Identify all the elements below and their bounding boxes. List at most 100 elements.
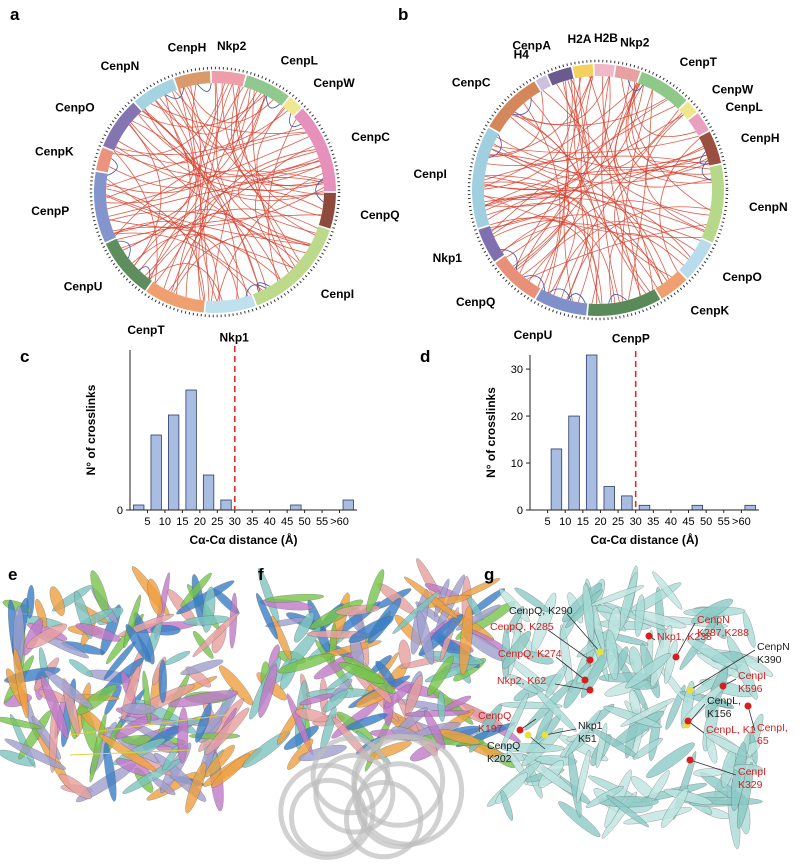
helix xyxy=(691,598,733,625)
bar xyxy=(585,354,598,511)
segment-label: Nkp2 xyxy=(620,36,650,50)
residue-label: CenpQ xyxy=(478,710,511,722)
crosslink xyxy=(491,105,676,232)
segment-arc xyxy=(293,108,336,192)
crosslink xyxy=(231,85,324,187)
crosslink xyxy=(488,91,544,158)
segment-label: Nkp1 xyxy=(433,251,463,265)
helix xyxy=(277,653,334,674)
residue-label: CenpL, K1 xyxy=(706,724,756,736)
segment-arc xyxy=(205,294,256,313)
dna-ring xyxy=(310,735,391,816)
self-link xyxy=(265,95,280,109)
crosslink xyxy=(114,232,252,296)
panel-label: g xyxy=(484,565,494,584)
helix xyxy=(558,801,601,838)
crosslink xyxy=(122,87,201,251)
helix xyxy=(514,587,550,613)
residue-label: CenpQ, K285 xyxy=(490,621,554,633)
residue-dot xyxy=(581,676,589,684)
crosslink xyxy=(130,122,324,191)
x-tick-label: 50 xyxy=(700,516,712,528)
bar xyxy=(150,434,162,511)
helix xyxy=(404,709,471,717)
crosslink xyxy=(493,143,708,184)
x-axis-title: Cα-Cα distance (Å) xyxy=(590,532,698,547)
x-tick-label: 5 xyxy=(144,516,150,528)
helix xyxy=(113,738,166,765)
residue-label: CenpI xyxy=(738,670,766,682)
helix xyxy=(646,742,695,779)
crosslink xyxy=(221,83,316,236)
panel-label: e xyxy=(8,565,17,584)
x-tick-label: 55 xyxy=(316,516,328,528)
helix xyxy=(49,586,65,616)
segment-arc xyxy=(698,131,722,166)
crosslink xyxy=(176,177,324,295)
crosslink xyxy=(216,84,311,245)
helix xyxy=(585,785,624,808)
residue-label: Nkp2, K62 xyxy=(497,675,546,687)
segment-arc xyxy=(679,101,697,120)
self-link xyxy=(289,113,301,128)
crosslink xyxy=(236,85,324,196)
self-link xyxy=(523,275,546,291)
helix xyxy=(258,663,278,718)
helix xyxy=(299,693,334,706)
crosslink xyxy=(514,76,610,126)
crosslink xyxy=(659,138,700,272)
helix xyxy=(256,592,278,640)
helix xyxy=(661,788,689,828)
helix xyxy=(404,675,423,717)
helix xyxy=(416,610,435,665)
self-link xyxy=(165,87,185,99)
residue-label: CenpQ xyxy=(487,740,520,752)
crosslink xyxy=(542,89,654,290)
helix xyxy=(506,606,525,634)
residue-label: K329 xyxy=(738,779,763,791)
self-link xyxy=(567,293,586,304)
crosslink xyxy=(112,83,226,157)
x-tick-label: 20 xyxy=(594,516,606,528)
link xyxy=(69,714,226,736)
segment-label: Nkp1 xyxy=(220,331,250,345)
leader-line xyxy=(527,734,546,750)
helix xyxy=(35,598,48,628)
segment-label: CenpC xyxy=(452,76,491,90)
leader-line xyxy=(555,656,586,681)
helix xyxy=(500,790,513,821)
segment-label: CenpO xyxy=(723,270,762,284)
segment-label: CenpQ xyxy=(360,208,399,222)
crosslink xyxy=(106,170,324,199)
link xyxy=(69,749,191,756)
crosslink xyxy=(144,108,321,184)
helix xyxy=(686,637,738,670)
x-tick-label: 55 xyxy=(718,516,730,528)
crosslink xyxy=(484,76,611,191)
helix xyxy=(605,629,619,681)
crosslink xyxy=(489,217,603,304)
crosslink xyxy=(563,76,593,302)
segment-label: CenpH xyxy=(741,131,780,145)
residue-label: 65 xyxy=(757,735,769,747)
crosslink xyxy=(621,89,653,302)
dna-ring xyxy=(355,761,444,850)
helix xyxy=(294,611,315,643)
crosslink xyxy=(487,189,670,280)
residue-label: K202 xyxy=(487,753,512,765)
crosslink xyxy=(627,82,707,163)
helix xyxy=(44,670,93,709)
dna-ring xyxy=(344,780,424,860)
helix xyxy=(582,583,595,642)
y-tick-label: 0 xyxy=(117,505,123,517)
helix xyxy=(338,661,385,684)
segment-label: CenpI xyxy=(321,287,354,301)
helix xyxy=(75,623,121,642)
helix xyxy=(693,768,726,777)
self-link xyxy=(138,266,151,280)
crosslink xyxy=(171,161,320,293)
self-link xyxy=(107,158,118,176)
residue-dot xyxy=(586,656,594,664)
crosslink xyxy=(483,79,573,190)
